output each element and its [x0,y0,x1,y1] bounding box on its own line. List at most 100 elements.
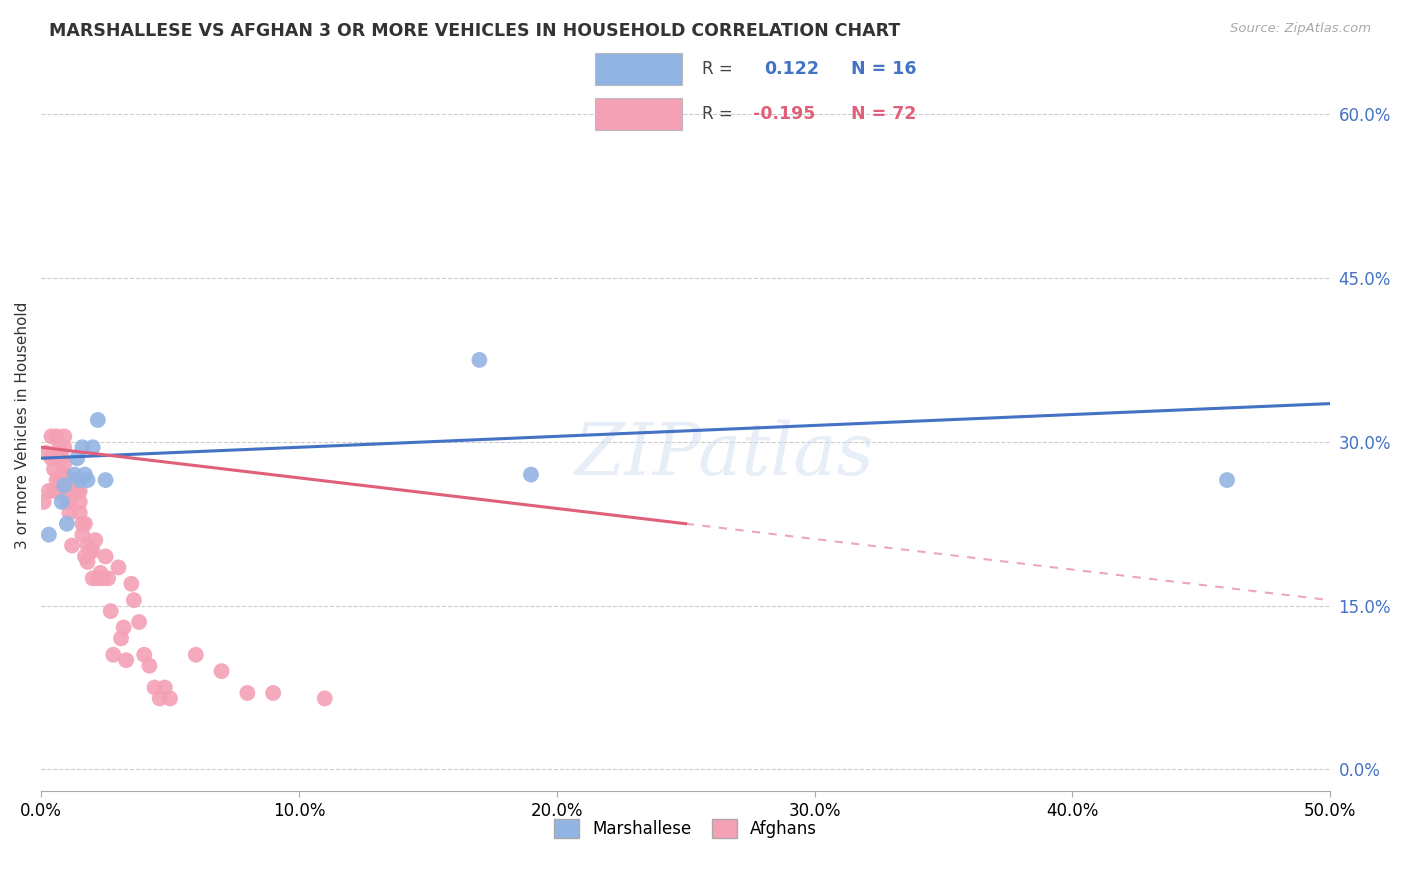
Point [66,483,89,498]
Point [51,467,73,482]
Point [262,686,284,700]
Point [60,483,83,498]
Point [122,593,145,607]
Point [72,440,94,454]
Point [58,495,80,509]
Point [53,478,76,492]
Point [1216,473,1239,487]
Point [87,413,110,427]
Point [76,539,98,553]
Bar [595,98,682,130]
Point [120,576,142,591]
Point [51,483,73,498]
Point [115,653,138,667]
Point [79,544,101,558]
Point [60,539,83,553]
Point [53,467,76,482]
Point [236,686,259,700]
Point [66,451,89,466]
Point [73,516,96,531]
Point [107,560,129,574]
Point [35,446,58,460]
Point [94,549,117,564]
Point [58,506,80,520]
Point [134,648,156,662]
Point [66,473,89,487]
Point [42,462,65,476]
Point [53,429,76,443]
Point [82,544,104,558]
Point [48,451,70,466]
Point [32,495,55,509]
Point [143,681,166,695]
Text: Source: ZipAtlas.com: Source: ZipAtlas.com [1230,22,1371,36]
Point [53,478,76,492]
Point [56,483,79,498]
Point [51,451,73,466]
Point [53,440,76,454]
Point [468,352,491,367]
Point [38,527,60,541]
Point [73,467,96,482]
Point [314,691,336,706]
Point [48,440,70,454]
Point [69,506,91,520]
Point [63,467,86,482]
Point [89,566,111,580]
Point [73,549,96,564]
Point [58,478,80,492]
Y-axis label: 3 or more Vehicles in Household: 3 or more Vehicles in Household [15,301,30,549]
Text: N = 16: N = 16 [851,60,917,78]
Bar [595,53,682,85]
Point [69,495,91,509]
Legend: Marshallese, Afghans: Marshallese, Afghans [547,813,824,845]
Point [128,615,150,629]
Point [153,681,176,695]
Point [94,473,117,487]
Point [87,571,110,585]
Text: 0.122: 0.122 [765,60,820,78]
Point [63,473,86,487]
Point [48,473,70,487]
Point [41,451,63,466]
Point [41,429,63,443]
Point [56,473,79,487]
Point [53,457,76,471]
Point [211,664,233,678]
Point [38,483,60,498]
Point [138,658,160,673]
Point [69,473,91,487]
Point [112,620,135,634]
Point [100,604,122,618]
Point [56,495,79,509]
Point [51,495,73,509]
Point [97,571,120,585]
Text: MARSHALLESE VS AFGHAN 3 OR MORE VEHICLES IN HOUSEHOLD CORRELATION CHART: MARSHALLESE VS AFGHAN 3 OR MORE VEHICLES… [49,22,900,40]
Text: ZIPatlas: ZIPatlas [575,419,875,490]
Point [63,483,86,498]
Point [82,571,104,585]
Point [69,483,91,498]
Point [45,473,67,487]
Point [56,516,79,531]
Point [110,632,132,646]
Text: R =: R = [702,60,733,78]
Point [42,483,65,498]
Point [45,451,67,466]
Point [72,527,94,541]
Point [45,429,67,443]
Point [103,648,125,662]
Point [184,648,207,662]
Point [149,691,172,706]
Point [159,691,181,706]
Point [520,467,543,482]
Point [76,555,98,569]
Text: R =: R = [702,105,733,123]
Point [84,533,107,547]
Text: N = 72: N = 72 [851,105,917,123]
Point [60,473,83,487]
Point [76,473,98,487]
Point [91,571,114,585]
Point [72,516,94,531]
Point [82,440,104,454]
